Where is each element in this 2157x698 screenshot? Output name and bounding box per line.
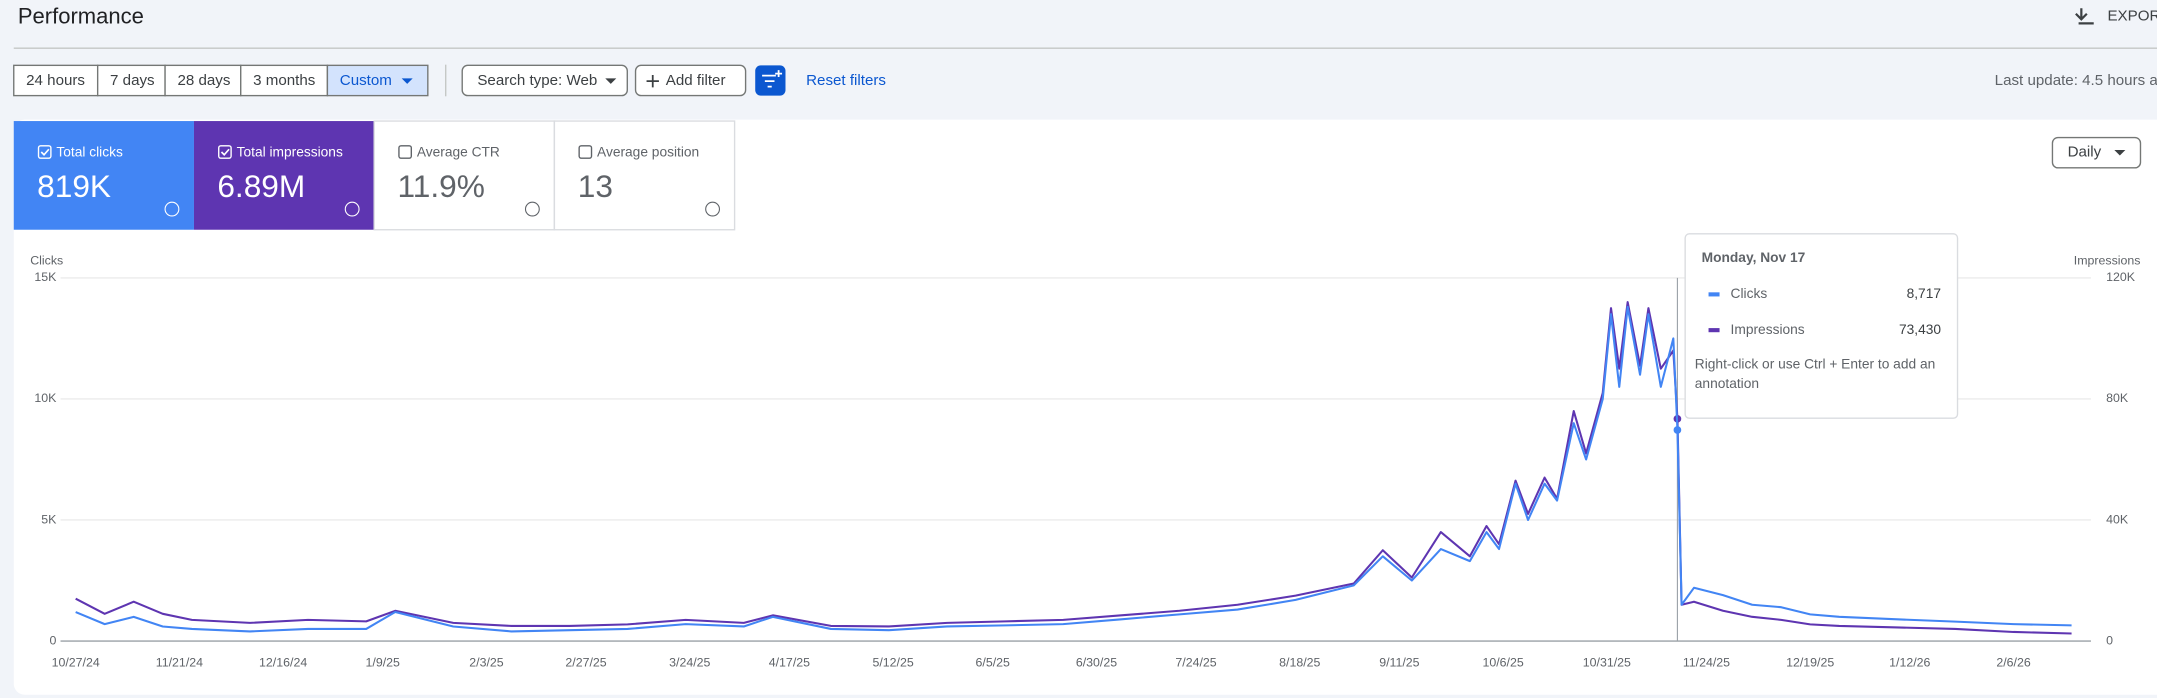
range-button[interactable] bbox=[164, 64, 242, 97]
granularity-button[interactable] bbox=[2051, 136, 2142, 169]
page-title: Performance bbox=[18, 4, 144, 29]
range-label: Custom bbox=[340, 72, 392, 89]
search-type-label: Search type: Web bbox=[477, 72, 597, 89]
filter-icon bbox=[762, 70, 783, 88]
x-tick-label: 6/30/25 bbox=[1076, 655, 1117, 669]
metric-card[interactable] bbox=[373, 120, 556, 231]
x-tick-label: 2/27/25 bbox=[565, 655, 606, 669]
x-tick-label: 5/12/25 bbox=[872, 655, 913, 669]
y-tick-label: 0 bbox=[50, 633, 57, 647]
tooltip-date: Monday, Nov 17 bbox=[1702, 250, 1806, 265]
x-tick-label: 9/11/25 bbox=[1379, 655, 1419, 669]
range-label: 3 months bbox=[253, 72, 316, 89]
help-icon[interactable] bbox=[164, 201, 180, 217]
tooltip-value: 8,717 bbox=[1907, 286, 1941, 301]
help-icon[interactable] bbox=[705, 201, 721, 217]
x-tick-label: 8/18/25 bbox=[1279, 655, 1320, 669]
dropdown-arrow bbox=[401, 78, 413, 84]
legend-label: Impressions bbox=[1731, 322, 1805, 337]
x-tick-label: 10/31/25 bbox=[1583, 655, 1631, 669]
metric-value: 819K bbox=[37, 168, 111, 204]
y-tick-label: 5K bbox=[41, 512, 57, 526]
tooltip-note: Right-click or use Ctrl + Enter to add a… bbox=[1694, 357, 1936, 393]
y-tick-label: 10K bbox=[34, 391, 57, 405]
x-tick-label: 12/16/24 bbox=[259, 655, 307, 669]
series-line bbox=[75, 301, 2072, 635]
x-tick-label: 2/3/25 bbox=[469, 655, 504, 669]
add-filter-label: Add filter bbox=[666, 72, 726, 89]
export-button[interactable]: EXPORT bbox=[2107, 8, 2157, 25]
check-mark bbox=[220, 148, 230, 156]
check-mark bbox=[40, 148, 50, 156]
x-tick-label: 6/5/25 bbox=[976, 655, 1011, 669]
x-tick-label: 1/9/25 bbox=[366, 655, 401, 669]
series-line bbox=[75, 305, 2072, 633]
tooltip-value: 73,430 bbox=[1899, 322, 1941, 337]
x-tick-label: 11/21/24 bbox=[156, 655, 203, 669]
x-tick-label: 10/27/24 bbox=[52, 655, 100, 669]
x-tick-label: 2/6/26 bbox=[1996, 655, 2031, 669]
granularity-label: Daily bbox=[2068, 144, 2102, 161]
help-icon[interactable] bbox=[344, 201, 360, 217]
y-axis-title: Clicks bbox=[30, 254, 63, 268]
range-label: 24 hours bbox=[26, 72, 85, 89]
dropdown-arrow bbox=[2114, 149, 2126, 156]
metric-checkbox[interactable] bbox=[37, 145, 52, 159]
metric-value: 6.89M bbox=[217, 168, 305, 204]
metric-card[interactable] bbox=[13, 121, 194, 230]
range-label: 28 days bbox=[177, 72, 230, 89]
metric-checkbox[interactable] bbox=[398, 145, 413, 159]
x-tick-label: 10/6/25 bbox=[1482, 655, 1523, 669]
metric-label: Total impressions bbox=[237, 144, 343, 159]
metric-card[interactable] bbox=[193, 121, 375, 230]
add-filter-button[interactable] bbox=[634, 64, 747, 97]
help-icon[interactable] bbox=[524, 201, 540, 217]
range-button[interactable] bbox=[326, 64, 429, 97]
tooltip-note-box: Right-click or use Ctrl + Enter to add a… bbox=[1694, 357, 1936, 393]
tooltip bbox=[1684, 233, 1959, 419]
tooltip-rows: Clicks 8,717 Impressions 73,430 bbox=[1708, 286, 1941, 337]
report-panel bbox=[13, 119, 2157, 695]
y2-tick-label: 0 bbox=[2106, 633, 2113, 647]
x-tick-label: 4/17/25 bbox=[769, 655, 810, 669]
metric-checkbox[interactable] bbox=[218, 145, 232, 159]
y2-axis-title: Impressions bbox=[2074, 254, 2141, 268]
x-tick-label: 11/24/25 bbox=[1683, 655, 1730, 669]
range-label: 7 days bbox=[110, 72, 155, 89]
y2-tick-label: 120K bbox=[2106, 270, 2136, 284]
metric-value: 11.9% bbox=[398, 168, 485, 204]
legend-label: Clicks bbox=[1731, 286, 1768, 301]
metric-checkbox[interactable] bbox=[578, 145, 593, 159]
x-tick-label: 1/12/26 bbox=[1889, 655, 1930, 669]
range-group: 24 hours 7 days 28 days 3 months Custom bbox=[13, 64, 429, 97]
y2-tick-label: 80K bbox=[2106, 391, 2129, 405]
last-update: Last update: 4.5 hours ago bbox=[1995, 72, 2157, 89]
metric-value: 13 bbox=[578, 168, 613, 204]
y2-tick-label: 40K bbox=[2106, 512, 2129, 526]
search-type-button[interactable] bbox=[461, 64, 628, 97]
metric-label: Total clicks bbox=[56, 144, 123, 159]
metric-label: Average position bbox=[597, 144, 699, 159]
metric-label: Average CTR bbox=[417, 144, 500, 159]
x-tick-label: 7/24/25 bbox=[1175, 655, 1216, 669]
dropdown-arrow bbox=[605, 78, 617, 84]
range-button[interactable] bbox=[96, 64, 166, 97]
x-tick-label: 12/19/25 bbox=[1786, 655, 1834, 669]
hover-point bbox=[1673, 426, 1682, 434]
plus-icon bbox=[646, 74, 659, 88]
metric-card[interactable] bbox=[553, 120, 736, 231]
y-tick-label: 15K bbox=[34, 270, 57, 284]
export-icon[interactable] bbox=[2075, 8, 2094, 25]
reset-filters-link[interactable]: Reset filters bbox=[806, 72, 886, 89]
x-tick-label: 3/24/25 bbox=[669, 655, 710, 669]
metric-cards: Total clicks 819K Total impressions 6.89M Av… bbox=[13, 120, 736, 231]
